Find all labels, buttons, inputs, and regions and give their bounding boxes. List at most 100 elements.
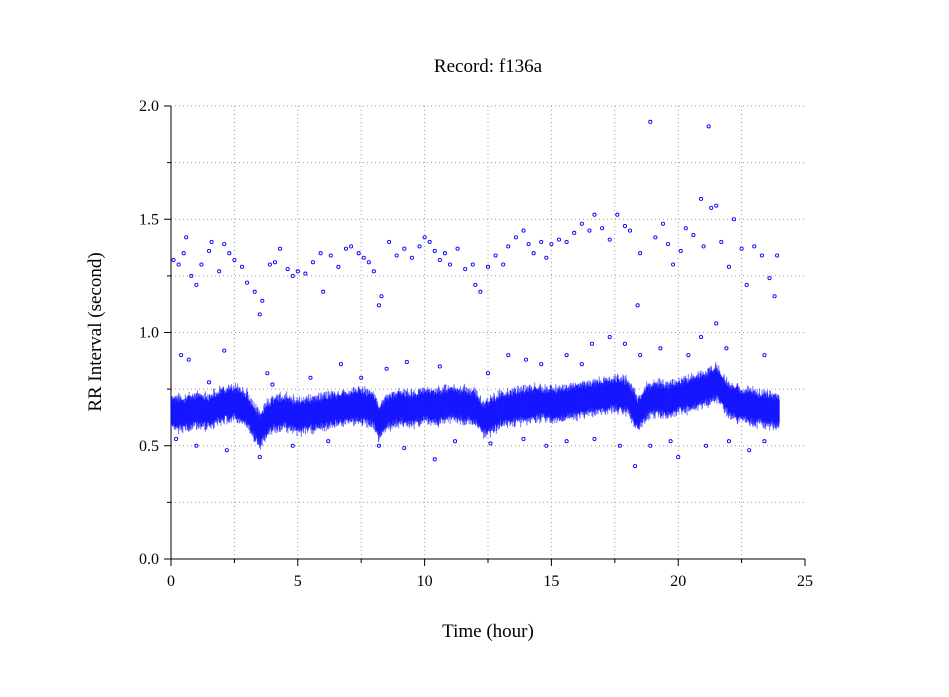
data-point [775,253,780,258]
data-point [556,237,562,242]
data-point [379,294,384,299]
data-point [376,443,382,448]
data-point [539,362,544,367]
data-point [290,443,295,448]
data-point [704,443,709,448]
x-tick-label: 10 [417,573,433,590]
data-point [726,439,731,444]
data-point [432,457,437,462]
chart-title: Record: f136a [434,56,543,77]
data-point [531,251,536,256]
data-point [627,228,633,233]
data-point [318,251,323,256]
data-point [376,303,382,308]
data-point [199,262,204,267]
data-point [767,276,772,281]
grid-lines [171,105,805,559]
data-point [506,244,511,249]
data-point [638,251,643,256]
data-point [404,359,409,364]
data-point [285,267,290,272]
data-point [564,439,569,444]
data-point [671,262,676,267]
data-point [343,246,349,251]
data-point [714,321,719,326]
data-point [394,253,399,258]
data-point [470,262,475,267]
data-point [277,246,283,251]
data-point [409,255,414,260]
x-tick-label: 20 [670,573,686,590]
data-point [526,242,531,247]
data-point [607,334,612,340]
data-point [549,242,554,247]
data-point [194,443,199,448]
data-point [714,203,719,208]
data-point [521,228,526,233]
data-point [544,255,549,260]
data-point [366,260,371,265]
data-point [295,269,300,274]
data-point [303,271,308,276]
data-point [447,262,453,267]
data-point [371,269,376,274]
data-point [427,239,432,244]
y-tick-label: 0.0 [139,551,159,568]
data-point [257,312,262,317]
data-point [387,239,392,244]
data-point [759,253,764,258]
data-point [686,353,691,358]
data-point [272,260,278,265]
data-point [452,439,458,444]
data-point [267,262,272,267]
x-tick-label: 25 [797,573,813,590]
data-point [356,251,361,256]
data-point [539,239,544,244]
y-tick-label: 1.5 [139,211,159,228]
data-point [709,205,714,210]
data-point [660,221,666,226]
x-tick-label: 15 [543,573,559,590]
data-point [506,353,511,358]
data-point [473,282,478,287]
data-point [189,273,194,278]
data-point [455,246,460,251]
data-point [349,244,354,249]
data-point [607,237,612,242]
data-point [762,439,767,444]
data-point [265,371,270,376]
data-point [245,280,250,285]
data-point [442,251,447,256]
data-point [179,353,184,358]
data-point [488,441,493,446]
data-point [633,464,638,469]
data-point [290,273,295,278]
data-point [683,226,688,231]
data-point [493,253,498,258]
data-points [171,119,780,469]
data-point [485,264,491,269]
data-point [224,448,229,453]
data-point [186,357,191,362]
data-point [600,226,605,231]
data-point [726,264,731,269]
data-point [422,235,427,240]
data-point [328,253,333,258]
data-point [206,380,212,385]
data-point [648,119,653,124]
data-point [513,235,518,240]
dense-beat-band [170,361,780,450]
data-point [402,246,407,251]
data-point [739,246,744,251]
data-point [622,341,627,346]
data-point [635,303,640,308]
data-point [257,455,262,460]
data-point [587,228,592,233]
data-point [731,217,737,222]
data-point [592,212,597,217]
data-point [617,443,622,448]
data-point [658,346,663,351]
data-point [523,357,529,362]
data-point [417,244,422,249]
